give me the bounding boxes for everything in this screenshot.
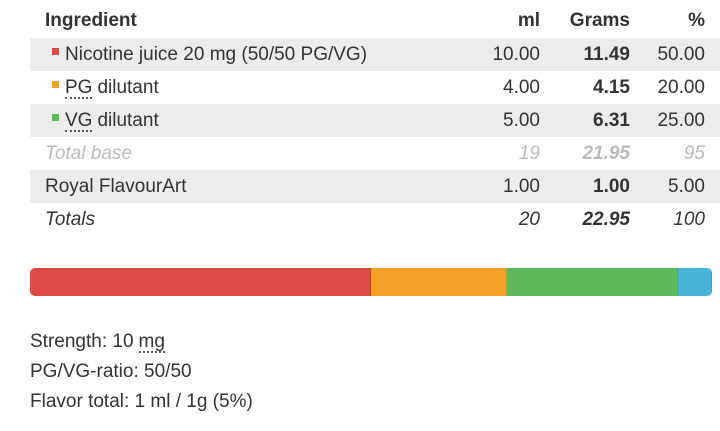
column-header: Ingredient	[45, 10, 137, 31]
cell-ml: 19	[518, 143, 540, 164]
ingredient-name: PG dilutant	[65, 71, 159, 104]
cell-ml: 20	[518, 209, 540, 230]
abbreviation: VG	[65, 110, 93, 132]
color-marker	[52, 48, 59, 55]
name-text: Nicotine juice 20 mg (50/50 PG/VG)	[65, 44, 368, 65]
cell-percent: 25.00	[657, 110, 705, 131]
row-background	[30, 170, 720, 203]
name-text: Royal FlavourArt	[45, 176, 187, 197]
cell-grams: 4.15	[593, 77, 630, 98]
ingredient-name: Nicotine juice 20 mg (50/50 PG/VG)	[65, 38, 367, 71]
cell-ml: 10.00	[492, 44, 540, 65]
column-header: ml	[517, 10, 540, 31]
summary-text: Strength: 10	[30, 331, 134, 352]
bar-segment	[507, 268, 678, 296]
name-text: dilutant	[97, 77, 159, 98]
cell-ml: 5.00	[503, 110, 540, 131]
summary-line: Flavor total: 1 ml / 1g (5%)	[30, 387, 253, 417]
cell-ml: 1.00	[503, 176, 540, 197]
abbreviation: PG	[65, 77, 93, 99]
name-text: Totals	[45, 209, 95, 230]
row-background	[30, 38, 720, 71]
cell-grams: 11.49	[583, 44, 631, 65]
ingredient-name: Totals	[45, 203, 95, 236]
ingredient-name: Total base	[45, 137, 132, 170]
cell-grams: 1.00	[593, 176, 630, 197]
summary-text: Flavor total: 1 ml / 1g (5%)	[30, 391, 253, 412]
ratio-bar	[30, 268, 712, 296]
cell-percent: 100	[673, 209, 705, 230]
column-header: Grams	[569, 10, 630, 31]
row-background	[30, 104, 720, 137]
color-marker	[52, 114, 59, 121]
ingredient-name: Royal FlavourArt	[45, 170, 187, 203]
bar-segment	[677, 268, 712, 296]
cell-percent: 20.00	[657, 77, 705, 98]
cell-percent: 95	[683, 143, 705, 164]
ingredient-name: VG dilutant	[65, 104, 159, 137]
cell-grams: 6.31	[593, 110, 630, 131]
cell-percent: 50.00	[657, 44, 705, 65]
name-text: dilutant	[97, 110, 159, 131]
cell-grams: 21.95	[582, 143, 630, 164]
summary-text: PG/VG-ratio: 50/50	[30, 361, 192, 382]
name-text: Total base	[45, 143, 132, 164]
cell-percent: 5.00	[668, 176, 705, 197]
summary-line: PG/VG-ratio: 50/50	[30, 357, 192, 387]
summary-line: Strength: 10 mg	[30, 327, 165, 357]
bar-segment	[371, 268, 508, 296]
cell-grams: 22.95	[582, 209, 630, 230]
color-marker	[52, 81, 59, 88]
cell-ml: 4.00	[503, 77, 540, 98]
bar-segment	[30, 268, 371, 296]
column-header: %	[688, 10, 705, 31]
abbreviation: mg	[138, 331, 165, 353]
